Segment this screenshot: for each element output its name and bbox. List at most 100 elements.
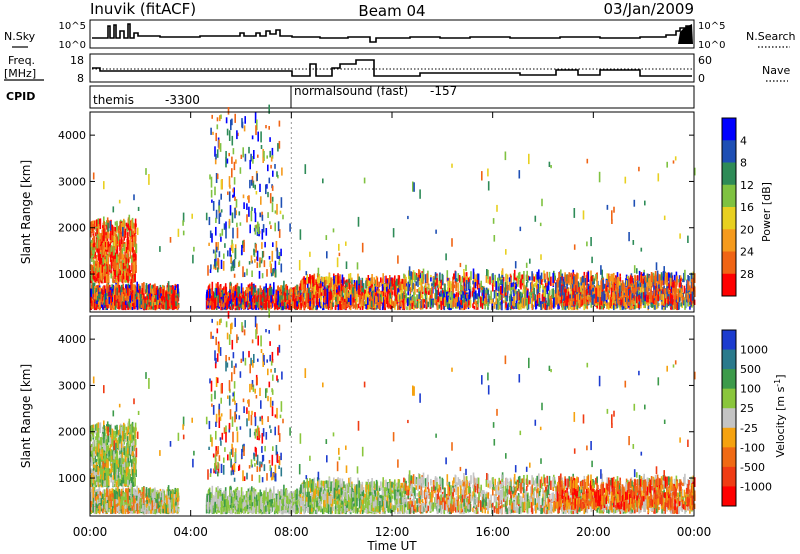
- power-cell: [447, 280, 449, 291]
- power-cell: [97, 224, 100, 234]
- power-cell: [154, 297, 157, 302]
- power-cell: [404, 294, 407, 300]
- power-cell: [541, 300, 544, 304]
- nave-tick-bottom: 0: [698, 72, 705, 85]
- power-cell: [380, 277, 382, 283]
- power-cell: [108, 296, 110, 304]
- power-cell: [124, 300, 127, 311]
- power-cell: [555, 282, 558, 292]
- power-cell: [684, 269, 686, 281]
- power-cell: [223, 292, 226, 298]
- power-cell: [100, 233, 103, 242]
- power-cell: [221, 289, 224, 297]
- power-cell: [133, 223, 136, 231]
- power-cell: [547, 293, 549, 303]
- power-cell: [213, 299, 216, 310]
- power-cell: [361, 287, 364, 292]
- freq-trace: [92, 59, 692, 77]
- power-cell: [152, 297, 155, 302]
- power-cell: [370, 282, 372, 287]
- power-cell: [428, 284, 430, 289]
- power-cell: [426, 294, 428, 298]
- power-cell: [384, 283, 386, 293]
- nsearch-tick-top: 10^5: [698, 21, 725, 32]
- power-cell: [652, 272, 655, 279]
- power-cell: [321, 288, 323, 293]
- power-cell: [156, 289, 159, 300]
- power-cell: [526, 290, 529, 298]
- power-cell: [144, 297, 147, 308]
- power-cell: [99, 287, 102, 293]
- power-cell: [121, 248, 124, 254]
- power-cell: [389, 275, 391, 283]
- power-cell: [124, 265, 126, 270]
- power-cell: [208, 302, 210, 310]
- power-cell: [320, 292, 323, 296]
- power-cell: [286, 285, 289, 293]
- power-cell: [172, 302, 174, 310]
- power-cell: [156, 294, 158, 305]
- power-cell: [375, 295, 377, 303]
- power-cell: [613, 272, 615, 283]
- power-cell: [95, 219, 98, 227]
- power-cell: [512, 289, 515, 294]
- power-cell: [104, 251, 106, 259]
- power-cell: [126, 232, 129, 241]
- power-cell: [440, 300, 443, 310]
- power-cell: [615, 275, 617, 280]
- power-cell: [107, 241, 109, 248]
- power-cell: [226, 299, 229, 309]
- power-cell: [283, 301, 286, 310]
- power-cell: [106, 299, 108, 306]
- power-cell: [662, 294, 665, 305]
- power-cell: [415, 303, 417, 309]
- power-cell: [148, 302, 151, 307]
- power-cell: [114, 226, 116, 232]
- power-cell: [111, 224, 114, 236]
- power-cell: [91, 255, 93, 262]
- power-cell: [311, 286, 314, 298]
- power-cell: [547, 281, 550, 291]
- power-cell: [330, 303, 332, 311]
- power-cell: [95, 242, 98, 252]
- power-cell: [337, 304, 340, 311]
- power-cell: [309, 292, 312, 299]
- power-cell: [245, 287, 248, 294]
- power-cell: [541, 301, 543, 310]
- power-cell: [314, 291, 317, 299]
- power-cell: [544, 303, 547, 310]
- power-cell: [119, 268, 121, 276]
- power-cell: [386, 300, 389, 308]
- power-cell: [427, 301, 429, 308]
- power-cell: [332, 286, 334, 297]
- power-cell: [437, 284, 439, 288]
- power-cell: [92, 249, 94, 258]
- power-cell: [413, 283, 416, 292]
- power-cell: [294, 285, 297, 293]
- power-cell: [507, 302, 509, 311]
- power-cell: [520, 303, 522, 310]
- power-cell: [109, 247, 112, 257]
- power-cell: [460, 294, 463, 301]
- nave-label: Nave: [762, 64, 790, 77]
- power-cell: [223, 303, 225, 308]
- power-cell: [640, 292, 643, 303]
- power-cell: [544, 287, 547, 299]
- power-cell: [159, 304, 162, 310]
- power-cell: [566, 283, 568, 290]
- power-cell: [98, 267, 100, 276]
- power-cell: [405, 293, 408, 301]
- power-cell: [526, 282, 528, 287]
- power-cell: [403, 295, 406, 304]
- power-cell: [613, 301, 615, 311]
- power-cell: [511, 301, 514, 306]
- power-cell: [418, 294, 420, 299]
- power-cell: [151, 288, 153, 297]
- power-cell: [128, 291, 131, 296]
- power-cell: [152, 287, 154, 297]
- power-cell: [318, 291, 320, 299]
- power-cell: [472, 268, 475, 279]
- power-cell: [429, 298, 432, 308]
- power-cell: [400, 278, 403, 285]
- power-cell: [233, 294, 235, 300]
